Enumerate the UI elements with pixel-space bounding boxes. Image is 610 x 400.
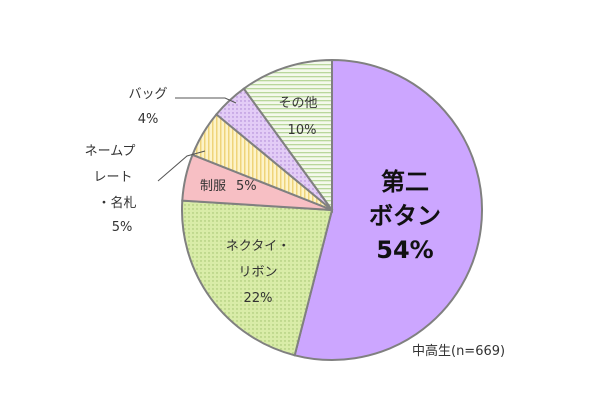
slice-category-necktie-line-1: ネクタイ・ <box>226 239 290 254</box>
slice-value-necktie: 22% <box>244 291 273 306</box>
sample-size-note: 中高生(n=669) <box>412 343 505 359</box>
slice-category-nameplate-line-1: ネームプ <box>85 144 136 159</box>
slice-category-nameplate-line-2: レート <box>93 170 132 185</box>
slice-value-bag: 4% <box>138 112 159 127</box>
slice-value-uniform: 5% <box>236 179 257 194</box>
slice-value-button: 54% <box>376 236 433 264</box>
pie-slice-necktie <box>181 199 334 357</box>
slice-category-necktie-line-2: リボン <box>238 265 277 280</box>
slice-category-other-line-1: その他 <box>278 96 317 111</box>
leader-line-nameplate <box>157 150 206 182</box>
slice-label-uniform: 制服 5% <box>200 179 257 194</box>
slice-category-button-line-1: 第二 <box>381 168 429 196</box>
slice-category-bag-line-1: バッグ <box>128 87 167 102</box>
slice-value-other: 10% <box>288 123 317 138</box>
pie-slice-other <box>242 58 333 214</box>
pie-slice-button <box>293 58 483 361</box>
leader-line-bag <box>175 97 237 104</box>
slice-category-nameplate-line-3: ・名札 <box>97 195 136 211</box>
slice-value-nameplate: 5% <box>112 220 133 235</box>
slice-category-button-line-2: ボタン <box>369 202 441 230</box>
slice-category-uniform: 制服 <box>200 179 226 194</box>
